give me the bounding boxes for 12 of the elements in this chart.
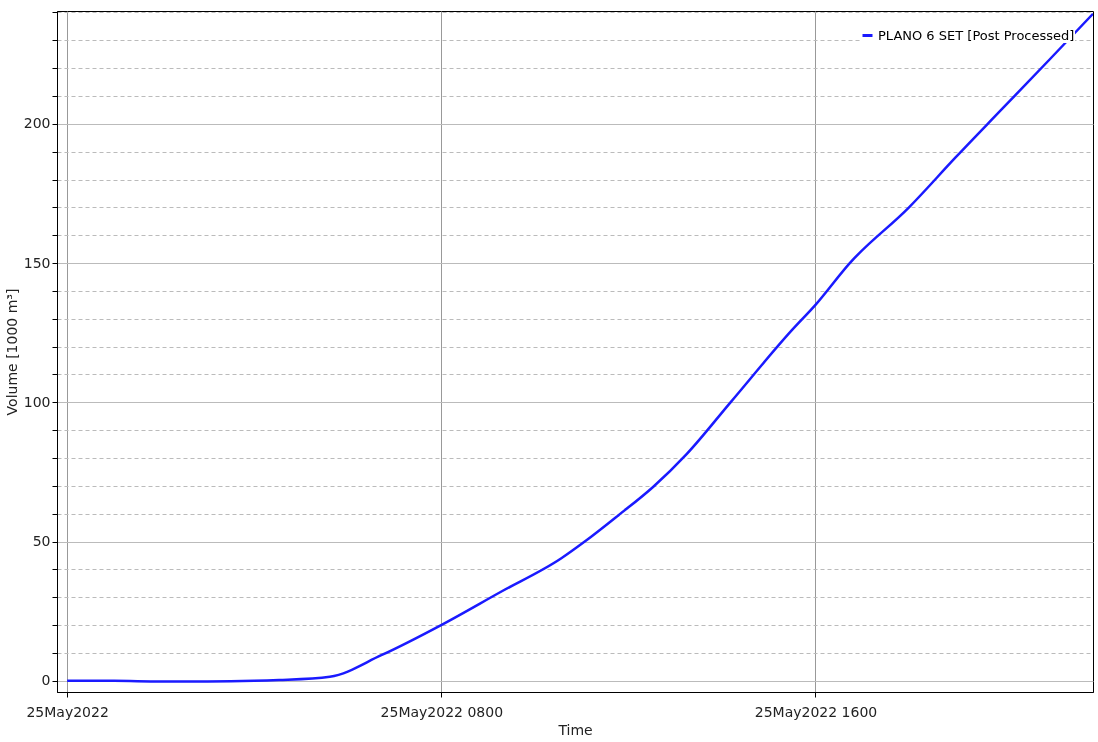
legend-label: PLANO 6 SET [Post Processed] (878, 27, 1075, 43)
x-tick-label: 25May2022 1600 (754, 703, 878, 720)
line-series (65, 12, 1093, 683)
y-tick-label: 0 (41, 672, 51, 689)
y-tick-label: 200 (23, 115, 51, 132)
x-tick-label: 25May2022 0800 (380, 703, 504, 720)
y-tick-label: 50 (32, 533, 51, 550)
y-tick-label: 150 (23, 254, 51, 271)
x-axis-title: Time (557, 721, 593, 738)
x-tick-label: 25May2022 (26, 703, 109, 720)
y-axis-title: Volume [1000 m³] (3, 288, 20, 416)
y-tick-label: 100 (23, 393, 51, 410)
